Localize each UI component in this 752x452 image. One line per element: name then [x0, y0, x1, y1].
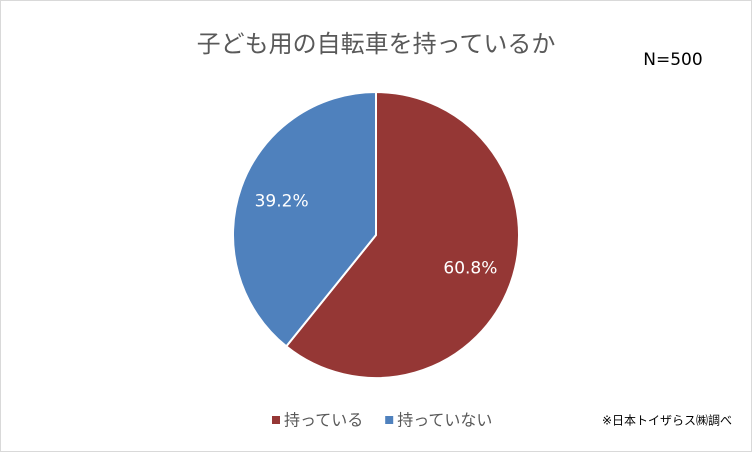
- annotation: N=500: [643, 50, 702, 70]
- data-label: 60.8%: [443, 258, 497, 278]
- legend-swatch: [272, 416, 280, 424]
- data-label: 39.2%: [255, 192, 309, 212]
- legend-label: 持っていない: [397, 411, 492, 430]
- pie-slice: [232, 90, 377, 348]
- source-note: ※日本トイザらス㈱調べ: [602, 414, 732, 428]
- legend-swatch: [385, 416, 394, 424]
- pie-slice: [284, 90, 520, 379]
- chart-title: 子ども用の自転車を持っているか: [197, 30, 556, 58]
- legend-label: 持っている: [284, 411, 363, 430]
